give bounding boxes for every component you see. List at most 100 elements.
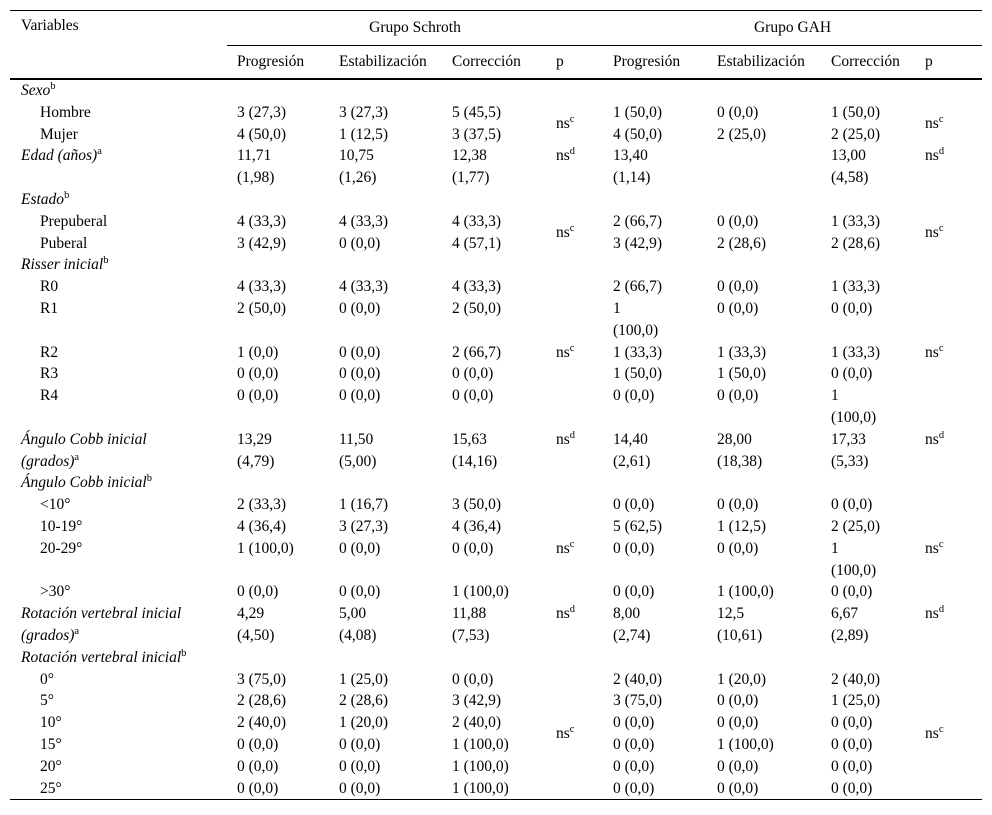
p-value-cell: nsc xyxy=(925,723,944,742)
value-cell: 3 (37,5) xyxy=(452,125,502,143)
value-cell: 1 (16,7) xyxy=(339,496,389,514)
value-cell: 2 (25,0) xyxy=(831,517,881,535)
value-cell: 3 (42,9) xyxy=(613,234,663,252)
value-cell: 0 (0,0) xyxy=(613,583,655,601)
value-cell: 3 (42,9) xyxy=(237,234,287,252)
row-label: 15° xyxy=(40,735,62,753)
p-value-cell: nsc xyxy=(925,342,944,361)
value-cell: 0 (0,0) xyxy=(831,299,873,317)
value-cell: 4 (36,4) xyxy=(452,517,502,535)
value-cell: 2 (66,7) xyxy=(452,343,502,361)
row-label: 5° xyxy=(40,692,54,710)
value-cell: 15,63 (14,16) xyxy=(452,430,498,470)
value-cell: 2 (28,6) xyxy=(339,692,389,710)
data-row: R3 0 (0,0) 0 (0,0) 0 (0,0) 1 (50,0) 1 (50,0) 0… xyxy=(10,363,982,385)
value-cell: 13,00 (4,58) xyxy=(831,147,869,187)
value-cell: 0 (0,0) xyxy=(452,539,494,557)
value-cell: 1 (100,0) xyxy=(717,583,774,601)
value-cell: 6,67 (2,89) xyxy=(831,605,869,644)
p-value-cell: nsc xyxy=(925,222,944,241)
data-row: Edad (años)a 11,71 (1,98) 10,75 (1,26) 12,3… xyxy=(10,145,982,189)
value-cell: 4 (36,4) xyxy=(237,517,287,535)
gah-stabilization-header: Estabilización xyxy=(707,45,822,80)
row-label: Sexob xyxy=(21,80,56,99)
data-row: R2 1 (0,0) 0 (0,0) 2 (66,7) 1 (33,3) 1 (33,3)… xyxy=(10,342,982,364)
value-cell: 0 (0,0) xyxy=(717,299,759,317)
value-cell: 0 (0,0) xyxy=(613,387,655,405)
data-row: R4 0 (0,0) 0 (0,0) 0 (0,0) 0 (0,0) 0 (0,0) 1 (… xyxy=(10,385,982,429)
value-cell: 1 (12,5) xyxy=(339,125,389,143)
value-cell: 0 (0,0) xyxy=(717,539,759,557)
value-cell: 0 (0,0) xyxy=(717,692,759,710)
value-cell: 0 (0,0) xyxy=(831,583,873,601)
value-cell: 0 (0,0) xyxy=(717,714,759,732)
value-cell: 13,40 (1,14) xyxy=(613,147,651,187)
row-label: Estadob xyxy=(21,189,70,208)
value-cell: 1 (50,0) xyxy=(717,365,767,383)
section-row: Ángulo Cobb inicialb xyxy=(10,472,982,494)
value-cell: 0 (0,0) xyxy=(717,779,759,797)
value-cell: 3 (75,0) xyxy=(237,670,287,688)
row-label: >30° xyxy=(40,583,71,601)
value-cell: 3 (75,0) xyxy=(613,692,663,710)
group-gah-header: Grupo GAH xyxy=(603,10,983,46)
value-cell: 2 (40,0) xyxy=(237,714,287,732)
value-cell: 1 (100,0) xyxy=(717,735,774,753)
data-row: 10-19° 4 (36,4) 3 (27,3) 4 (36,4) 5 (62,5) 1 … xyxy=(10,516,982,538)
value-cell: 1 (100,0) xyxy=(831,387,877,426)
data-row: Prepuberal 4 (33,3) 4 (33,3) 4 (33,3) nsc 2 (… xyxy=(10,211,982,241)
value-cell: 0 (0,0) xyxy=(339,735,381,753)
value-cell: 0 (0,0) xyxy=(717,278,759,296)
section-row: Estadob xyxy=(10,189,982,211)
value-cell: 1 (100,0) xyxy=(452,735,509,753)
row-label: R3 xyxy=(40,365,59,383)
value-cell: 4 (33,3) xyxy=(452,278,502,296)
value-cell: 1 (0,0) xyxy=(237,343,279,361)
value-cell: 1 (50,0) xyxy=(613,365,663,383)
section-spacer xyxy=(227,254,982,276)
value-cell: 3 (27,3) xyxy=(339,103,389,121)
variables-header: Variables xyxy=(10,10,227,80)
value-cell: 0 (0,0) xyxy=(831,496,873,514)
section-row: Sexob xyxy=(10,79,982,102)
value-cell: 4 (33,3) xyxy=(452,212,502,230)
value-cell: 0 (0,0) xyxy=(613,539,655,557)
row-label: R1 xyxy=(40,299,59,317)
p-value-cell: nsd xyxy=(925,429,945,448)
value-cell: 4 (33,3) xyxy=(339,212,389,230)
data-row: Puberal 3 (42,9) 0 (0,0) 4 (57,1) 3 (42,9) 2 … xyxy=(10,233,982,255)
section-spacer xyxy=(227,189,982,211)
value-cell: 1 (25,0) xyxy=(339,670,389,688)
value-cell: 0 (0,0) xyxy=(339,757,381,775)
data-row: Rotación vertebral inicial (grados)a 4,29… xyxy=(10,603,982,647)
value-cell: 13,29 (4,79) xyxy=(237,430,275,470)
row-label: Rotación vertebral inicialb xyxy=(21,647,187,666)
row-label: R4 xyxy=(40,387,59,405)
value-cell: 2 (28,6) xyxy=(831,234,881,252)
value-cell: 4,29 (4,50) xyxy=(237,605,275,644)
p-value-cell: nsc xyxy=(556,723,575,742)
p-value-cell: nsd xyxy=(556,429,576,448)
value-cell: 4 (33,3) xyxy=(339,278,389,296)
value-cell: 0 (0,0) xyxy=(613,779,655,797)
value-cell: 4 (50,0) xyxy=(237,125,287,143)
value-cell: 0 (0,0) xyxy=(339,343,381,361)
value-cell: 2 (25,0) xyxy=(831,125,881,143)
value-cell: 1 (33,3) xyxy=(831,278,881,296)
section-spacer xyxy=(227,647,982,669)
value-cell: 3 (50,0) xyxy=(452,496,502,514)
group-header-row: Variables Grupo Schroth Grupo GAH xyxy=(10,10,983,80)
row-label: Ángulo Cobb inicial (grados)a xyxy=(21,430,147,470)
value-cell: 1 (50,0) xyxy=(831,103,881,121)
value-cell: 0 (0,0) xyxy=(339,583,381,601)
value-cell: 3 (27,3) xyxy=(339,517,389,535)
section-row: Risser inicialb xyxy=(10,254,982,276)
data-row: 5° 2 (28,6) 2 (28,6) 3 (42,9) 3 (75,0) 0 (0,0… xyxy=(10,690,982,712)
value-cell: 1 (100,0) xyxy=(613,299,659,339)
value-cell: 2 (28,6) xyxy=(717,234,767,252)
gah-p-header: p xyxy=(915,45,983,80)
value-cell: 2 (40,0) xyxy=(452,714,502,732)
value-cell: 3 (42,9) xyxy=(452,692,502,710)
value-cell: 11,50 (5,00) xyxy=(339,430,377,470)
value-cell: 2 (50,0) xyxy=(237,299,287,317)
